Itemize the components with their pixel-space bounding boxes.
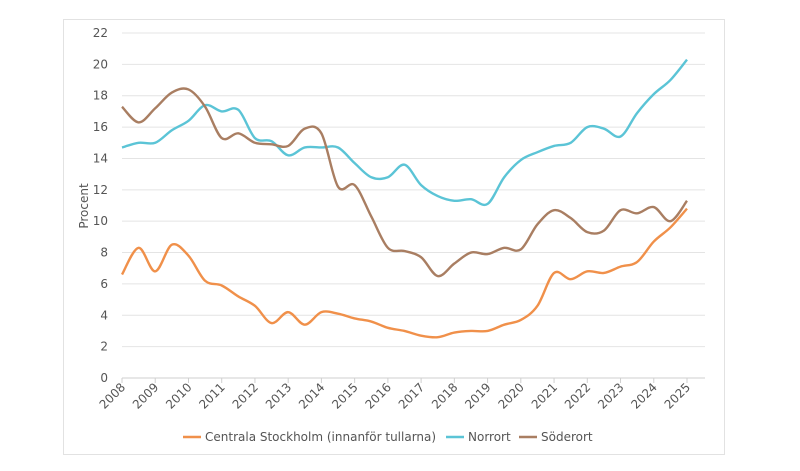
y-tick-label: 0 bbox=[100, 371, 108, 385]
legend-item: Söderort bbox=[519, 430, 593, 444]
legend-label: Söderort bbox=[541, 430, 593, 444]
legend-label: Norrort bbox=[468, 430, 511, 444]
y-tick-label: 10 bbox=[93, 214, 108, 228]
x-tick-label: 2023 bbox=[595, 380, 626, 411]
y-tick-label: 2 bbox=[100, 340, 108, 354]
x-tick-label: 2009 bbox=[130, 380, 161, 411]
x-tick-label: 2024 bbox=[628, 380, 659, 411]
x-tick-label: 2018 bbox=[429, 380, 460, 411]
legend-item: Norrort bbox=[446, 430, 511, 444]
y-axis-label: Procent bbox=[77, 183, 91, 229]
x-tick-label: 2012 bbox=[230, 380, 261, 411]
y-tick-label: 16 bbox=[93, 120, 108, 134]
y-tick-label: 12 bbox=[93, 183, 108, 197]
chart-frame bbox=[63, 19, 725, 455]
y-tick-label: 14 bbox=[93, 151, 108, 165]
x-tick-label: 2022 bbox=[562, 380, 593, 411]
x-tick-label: 2021 bbox=[529, 380, 560, 411]
y-tick-label: 18 bbox=[93, 89, 108, 103]
y-tick-label: 4 bbox=[100, 308, 108, 322]
x-tick-label: 2013 bbox=[263, 380, 294, 411]
x-tick-label: 2017 bbox=[396, 380, 427, 411]
legend-item: Centrala Stockholm (innanför tullarna) bbox=[183, 430, 436, 444]
y-tick-label: 8 bbox=[100, 246, 108, 260]
x-tick-label: 2015 bbox=[329, 380, 360, 411]
legend-label: Centrala Stockholm (innanför tullarna) bbox=[205, 430, 436, 444]
x-tick-label: 2011 bbox=[196, 380, 227, 411]
x-tick-label: 2014 bbox=[296, 380, 327, 411]
y-tick-label: 6 bbox=[100, 277, 108, 291]
series-line-1 bbox=[121, 58, 688, 207]
y-tick-label: 20 bbox=[93, 57, 108, 71]
x-tick-label: 2025 bbox=[662, 380, 693, 411]
x-tick-label: 2016 bbox=[363, 380, 394, 411]
x-tick-label: 2010 bbox=[163, 380, 194, 411]
series-line-2 bbox=[121, 87, 688, 278]
series-line-0 bbox=[120, 207, 688, 339]
x-tick-label: 2020 bbox=[495, 380, 526, 411]
y-tick-label: 22 bbox=[93, 26, 108, 40]
x-tick-label: 2019 bbox=[462, 380, 493, 411]
